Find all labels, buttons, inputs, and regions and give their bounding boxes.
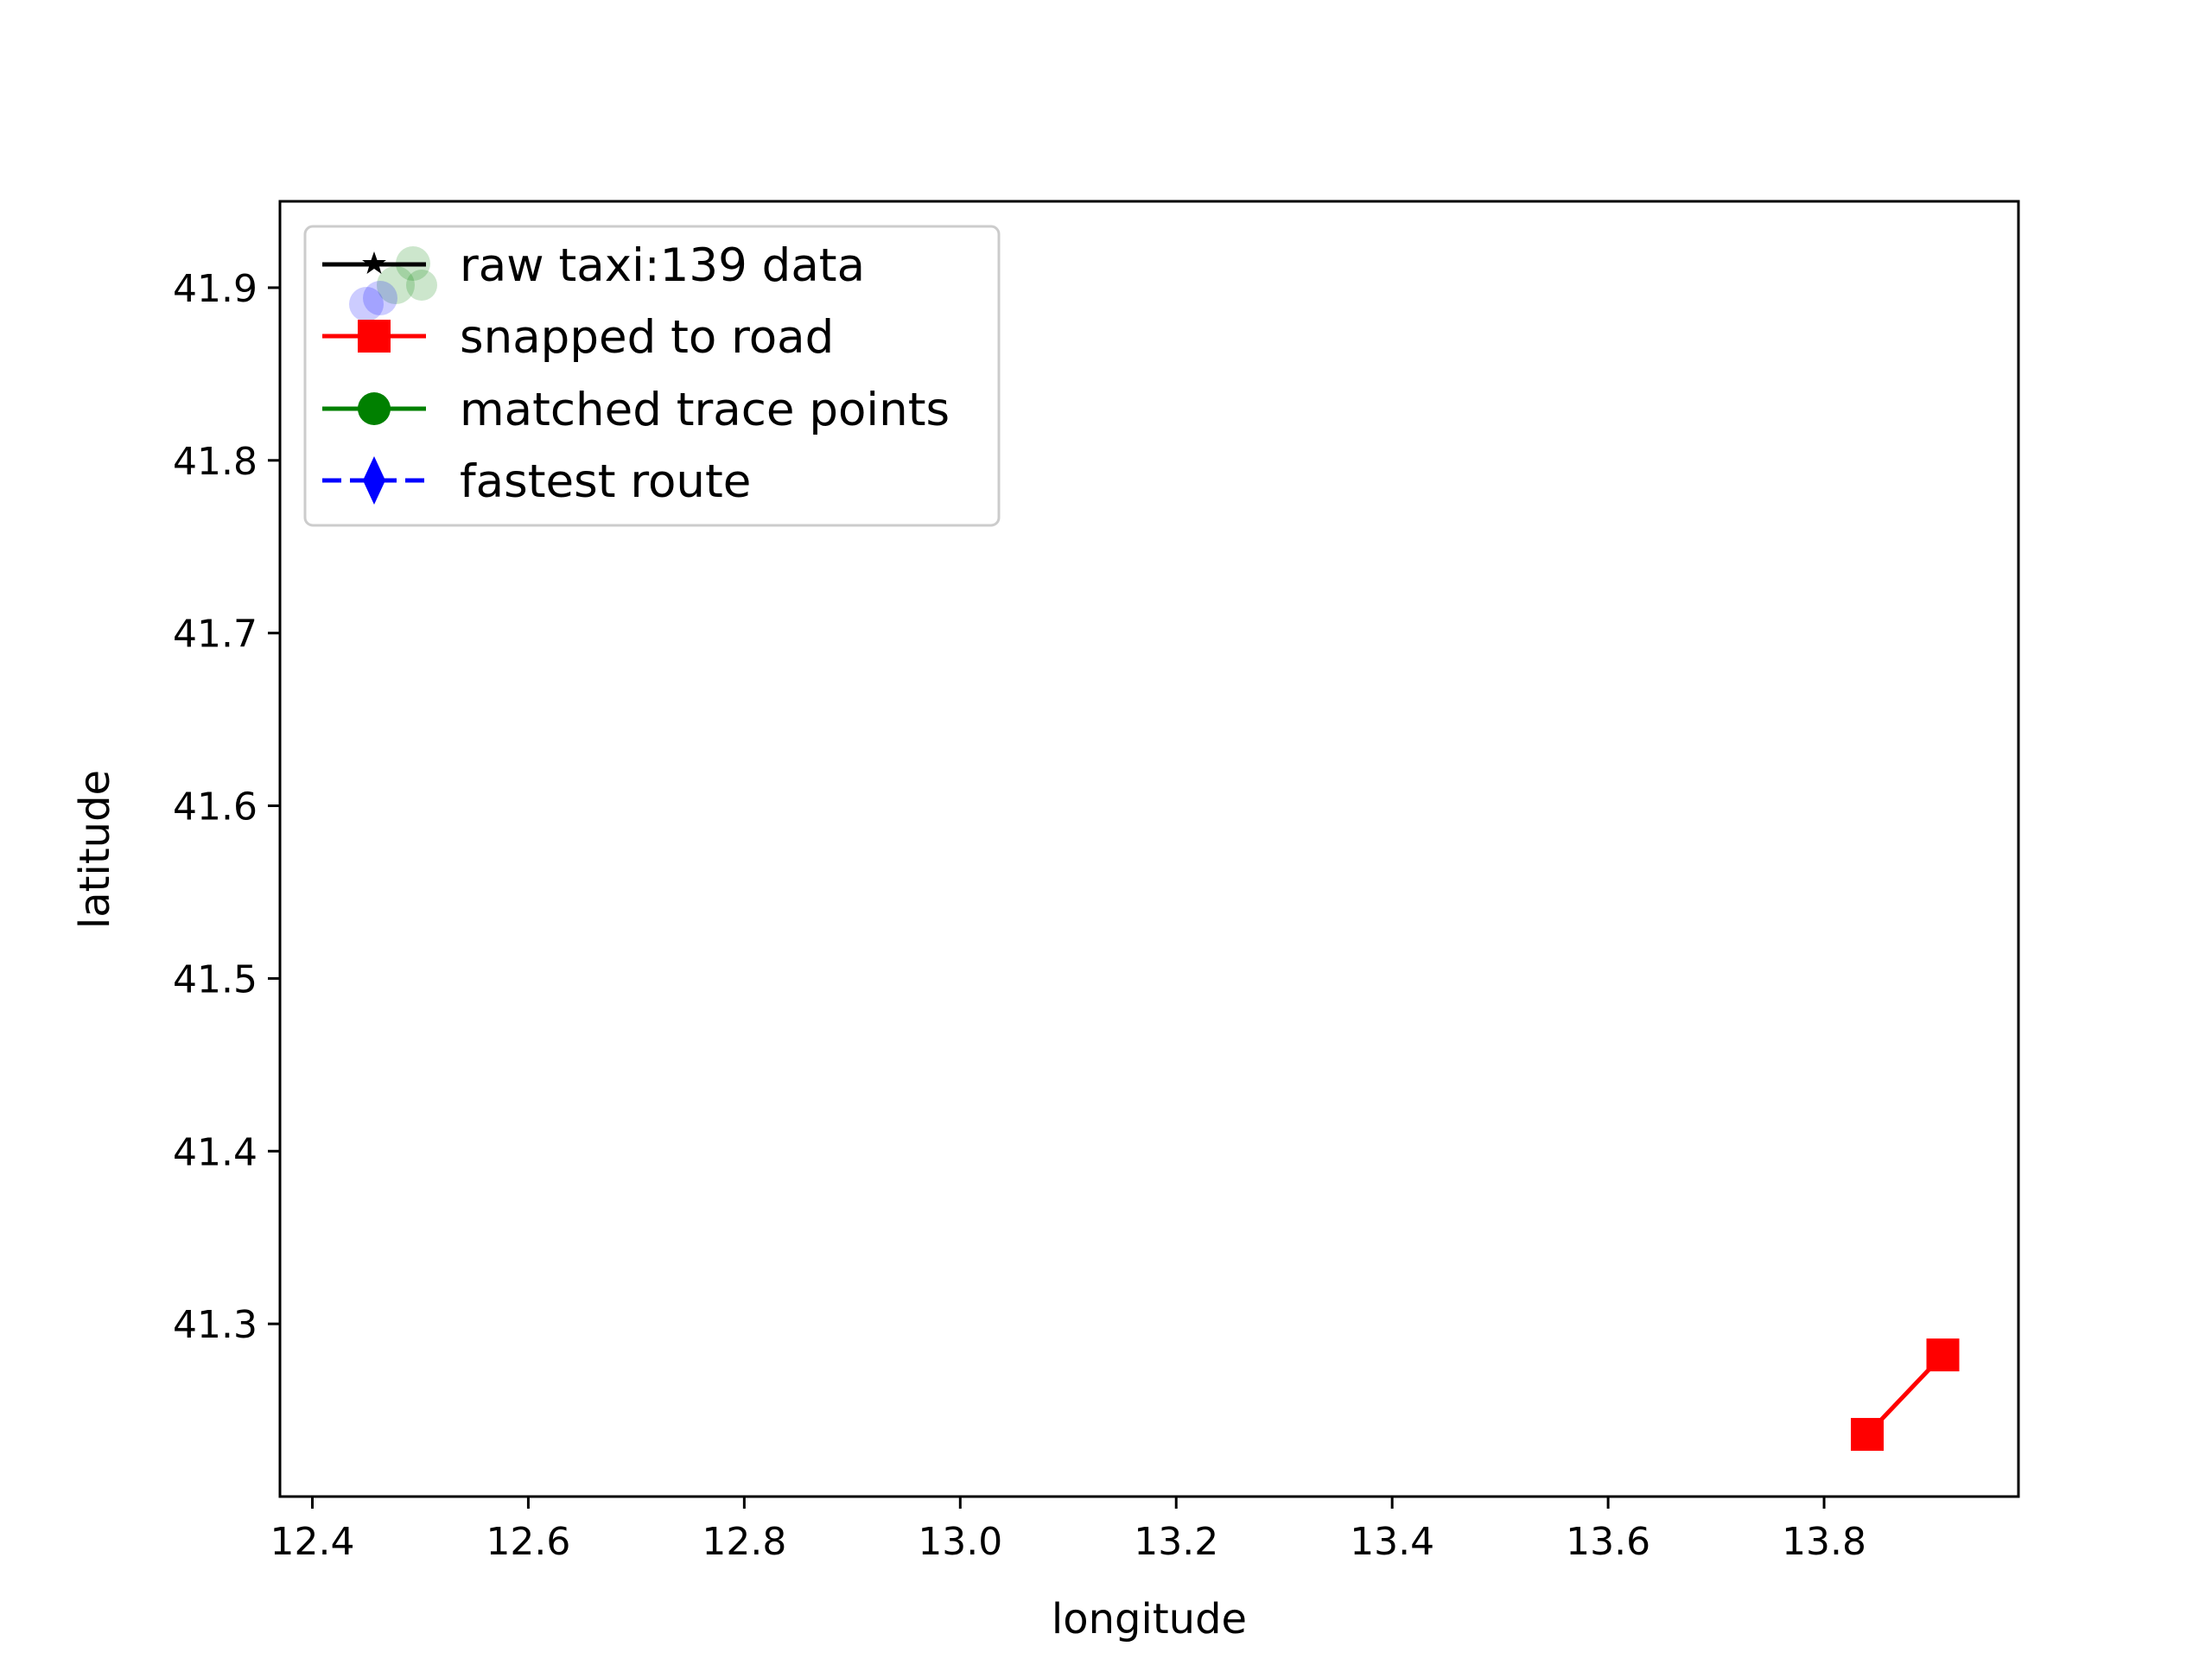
legend-entry-fastest: fastest route [322,455,751,508]
legend-label-fastest: fastest route [460,455,751,508]
x-axis-label: longitude [1052,1595,1247,1643]
x-tick-label: 13.6 [1566,1520,1650,1564]
legend-label-raw-taxi: raw taxi:139 data [460,239,865,292]
x-tick-label: 13.8 [1782,1520,1866,1564]
ghost-blue-marker [363,281,397,315]
y-tick-label: 41.5 [173,957,257,1001]
y-tick-label: 41.6 [173,785,257,830]
legend: raw taxi:139 data snapped to road matche… [303,225,1001,527]
y-tick-label: 41.3 [173,1303,257,1347]
x-tick-label: 12.4 [270,1520,355,1564]
legend-label-snapped: snapped to road [460,311,834,364]
ghost-blue-marker [349,287,384,321]
x-tick-label: 12.8 [702,1520,786,1564]
axes-frame [278,200,2020,1498]
y-axis-label: latitude [71,770,119,929]
data-point-square-marker [1851,1418,1885,1452]
data-point-square-marker [1926,1338,1960,1372]
y-tick-label: 41.4 [173,1130,257,1174]
x-axis-ticks: 12.4 12.6 12.8 13.0 13.2 13.4 13.6 13.8 [270,1497,1866,1564]
data-layer [1851,1338,1960,1452]
y-tick-label: 41.8 [173,440,257,484]
x-tick-label: 13.2 [1134,1520,1218,1564]
ghost-green-marker [377,266,415,304]
ghost-green-marker [406,270,437,301]
x-tick-label: 13.0 [918,1520,1002,1564]
legend-entry-snapped: snapped to road [322,311,834,364]
thin-diamond-marker-icon [363,456,385,505]
y-tick-label: 41.7 [173,613,257,657]
legend-ghost-markers [349,246,437,321]
x-tick-label: 12.6 [486,1520,570,1564]
x-tick-label: 13.4 [1350,1520,1434,1564]
legend-label-matched: matched trace points [460,384,950,436]
square-marker-icon [358,320,391,353]
legend-entry-matched: matched trace points [322,384,950,436]
legend-entry-raw-taxi: raw taxi:139 data [322,239,865,292]
star-marker-icon [362,251,386,274]
y-axis-ticks: 41.3 41.4 41.5 41.6 41.7 41.8 41.9 [173,267,280,1347]
y-tick-label: 41.9 [173,267,257,311]
circle-marker-icon [358,392,391,425]
legend-frame [303,225,1001,527]
